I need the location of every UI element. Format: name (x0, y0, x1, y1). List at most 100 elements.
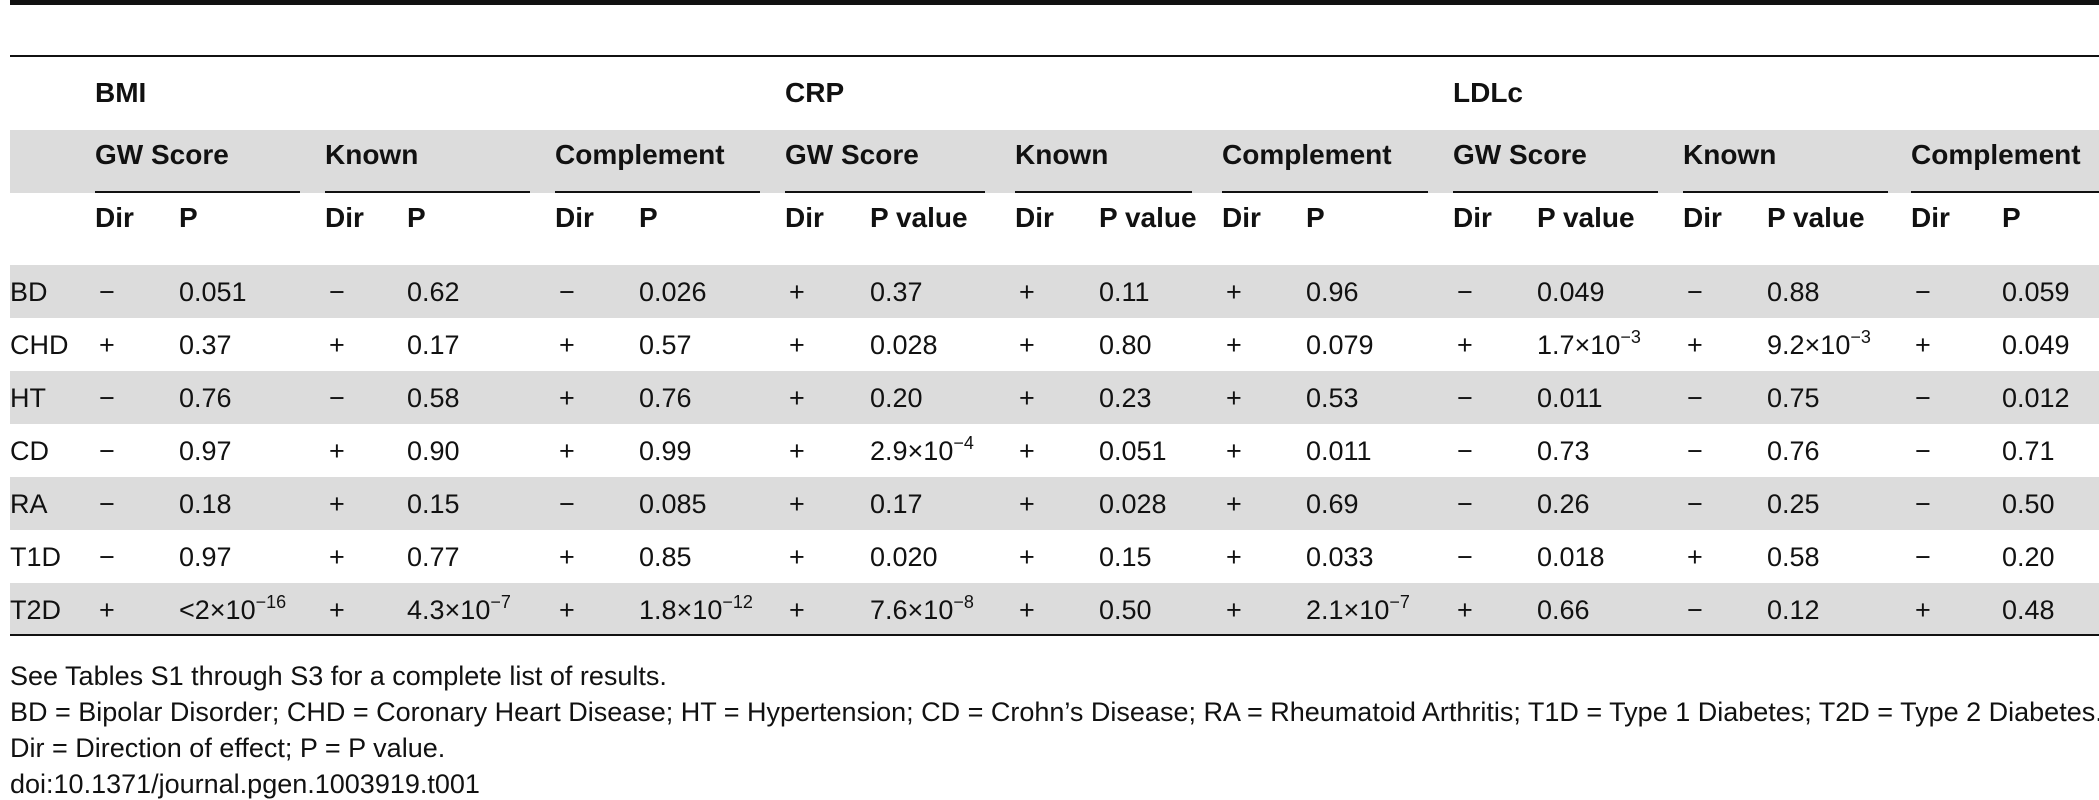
direction-cell: − (1915, 277, 1931, 307)
p-value-cell: 0.049 (2002, 330, 2070, 360)
direction-cell: − (1687, 595, 1703, 625)
p-value-cell: 0.76 (1767, 436, 1820, 466)
p-value-cell: 0.25 (1767, 489, 1820, 519)
subgroup-header: GW Score (1453, 139, 1587, 170)
direction-cell: + (1687, 542, 1703, 572)
direction-cell: + (1019, 595, 1035, 625)
p-value-cell: 0.011 (1306, 436, 1372, 466)
direction-cell: − (99, 489, 115, 519)
direction-cell: − (1687, 383, 1703, 413)
direction-cell: + (559, 436, 575, 466)
row-shading (10, 130, 2099, 193)
p-value-cell: 0.049 (1537, 277, 1605, 307)
direction-cell: + (1226, 277, 1242, 307)
subgroup-underline (1911, 191, 2099, 193)
p-value-cell: 0.012 (2002, 383, 2070, 413)
column-header: P value (1537, 202, 1635, 233)
direction-cell: + (1687, 330, 1703, 360)
subgroup-header: GW Score (95, 139, 229, 170)
direction-cell: − (99, 542, 115, 572)
direction-cell: − (559, 489, 575, 519)
table-footnote: See Tables S1 through S3 for a complete … (10, 661, 667, 691)
row-shading (10, 477, 2099, 530)
p-value-cell: 0.53 (1306, 383, 1359, 413)
p-value-cell: 4.3×10−7 (407, 592, 511, 625)
p-value-cell: 0.15 (1099, 542, 1152, 572)
p-value-cell: 0.97 (179, 436, 232, 466)
p-value-cell: 0.15 (407, 489, 460, 519)
direction-cell: + (329, 330, 345, 360)
subgroup-underline (1222, 191, 1428, 193)
direction-cell: + (789, 542, 805, 572)
p-value-cell: 0.12 (1767, 595, 1820, 625)
p-value-cell: 1.8×10−12 (639, 592, 753, 625)
column-header: P value (1767, 202, 1865, 233)
column-header: Dir (1683, 202, 1722, 233)
table-footnote: BD = Bipolar Disorder; CHD = Coronary He… (10, 697, 2099, 727)
direction-cell: + (1019, 277, 1035, 307)
column-header: Dir (1222, 202, 1261, 233)
direction-cell: − (1915, 489, 1931, 519)
p-value-cell: 0.026 (639, 277, 707, 307)
direction-cell: + (789, 436, 805, 466)
column-header: Dir (1911, 202, 1950, 233)
column-header: P (179, 202, 198, 233)
p-value-cell: 0.58 (1767, 542, 1820, 572)
p-value-cell: 0.11 (1099, 277, 1150, 307)
direction-cell: − (1687, 489, 1703, 519)
p-value-cell: 0.85 (639, 542, 692, 572)
direction-cell: + (559, 383, 575, 413)
doi-footnote: doi:10.1371/journal.pgen.1003919.t001 (10, 769, 480, 799)
p-value-cell: 9.2×10−3 (1767, 327, 1871, 360)
table-footnote: Dir = Direction of effect; P = P value. (10, 733, 446, 763)
direction-cell: + (1226, 542, 1242, 572)
direction-cell: − (559, 277, 575, 307)
subgroup-header: Known (1683, 139, 1777, 170)
table-top-rule (10, 0, 2099, 5)
direction-cell: + (1226, 330, 1242, 360)
column-header: P (407, 202, 426, 233)
column-header: Dir (95, 202, 134, 233)
subgroup-underline (1015, 191, 1192, 193)
row-label: BD (10, 277, 48, 307)
subgroup-underline (1683, 191, 1888, 193)
subgroup-underline (785, 191, 985, 193)
direction-cell: + (1457, 595, 1473, 625)
direction-cell: + (329, 595, 345, 625)
p-value-cell: 1.7×10−3 (1537, 327, 1641, 360)
p-value-cell: 0.73 (1537, 436, 1590, 466)
direction-cell: + (329, 489, 345, 519)
p-value-cell: 0.71 (2002, 436, 2055, 466)
p-value-cell: 0.69 (1306, 489, 1359, 519)
p-value-cell: 0.90 (407, 436, 460, 466)
direction-cell: − (1915, 436, 1931, 466)
subgroup-header: Complement (1222, 139, 1392, 170)
p-value-cell: 0.085 (639, 489, 707, 519)
p-value-cell: 0.75 (1767, 383, 1820, 413)
direction-cell: + (1019, 542, 1035, 572)
column-header: P (639, 202, 658, 233)
direction-cell: + (1457, 330, 1473, 360)
group-header: LDLc (1453, 77, 1523, 108)
direction-cell: − (1457, 489, 1473, 519)
direction-cell: + (789, 277, 805, 307)
p-value-cell: 0.48 (2002, 595, 2055, 625)
row-label: T1D (10, 542, 62, 572)
p-value-cell: 2.1×10−7 (1306, 592, 1410, 625)
p-value-cell: 0.50 (2002, 489, 2055, 519)
direction-cell: + (559, 330, 575, 360)
direction-cell: + (1019, 330, 1035, 360)
p-value-cell: 0.66 (1537, 595, 1590, 625)
column-header: Dir (1015, 202, 1054, 233)
subgroup-header: Complement (1911, 139, 2081, 170)
direction-cell: − (1687, 277, 1703, 307)
direction-cell: + (1019, 383, 1035, 413)
p-value-cell: 7.6×10−8 (870, 592, 974, 625)
p-value-cell: 0.96 (1306, 277, 1359, 307)
p-value-cell: 0.011 (1537, 383, 1603, 413)
direction-cell: + (1915, 595, 1931, 625)
direction-cell: − (1687, 436, 1703, 466)
direction-cell: + (789, 383, 805, 413)
p-value-cell: 0.26 (1537, 489, 1590, 519)
p-value-cell: 0.051 (179, 277, 247, 307)
